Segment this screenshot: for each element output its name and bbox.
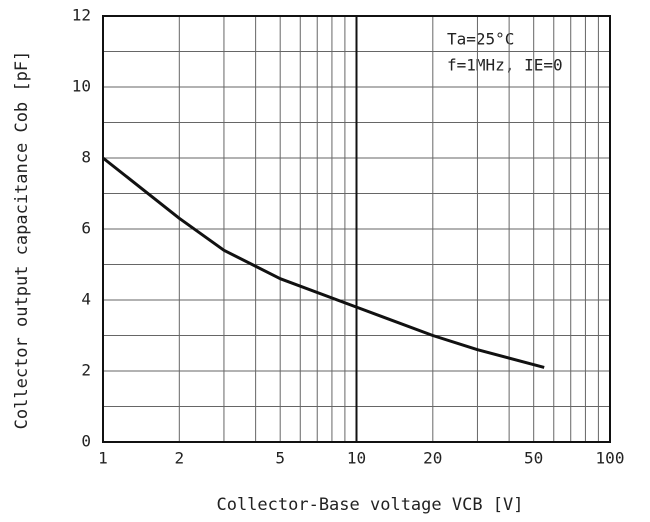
x-tick-label: 10 xyxy=(347,449,366,468)
x-tick-label: 100 xyxy=(596,449,625,468)
y-tick-label: 2 xyxy=(81,361,91,380)
x-tick-label: 5 xyxy=(275,449,285,468)
x-tick-label: 50 xyxy=(524,449,543,468)
x-tick-label: 20 xyxy=(423,449,442,468)
x-tick-label: 1 xyxy=(98,449,108,468)
data-line xyxy=(102,156,545,369)
annotation: f=1MHz, IE=0 xyxy=(447,56,563,75)
y-tick-label: 0 xyxy=(81,432,91,451)
plot-frame xyxy=(102,15,611,443)
y-tick-label: 6 xyxy=(81,219,91,238)
y-tick-label: 12 xyxy=(72,6,91,25)
annotation: Ta=25°C xyxy=(447,30,514,49)
x-tick-label: 2 xyxy=(174,449,184,468)
y-tick-label: 4 xyxy=(81,290,91,309)
y-tick-label: 8 xyxy=(81,148,91,167)
x-axis-label: Collector-Base voltage VCB [V] xyxy=(216,495,523,515)
y-axis-label: Collector output capacitance Cob [pF] xyxy=(12,51,32,430)
y-tick-label: 10 xyxy=(72,77,91,96)
